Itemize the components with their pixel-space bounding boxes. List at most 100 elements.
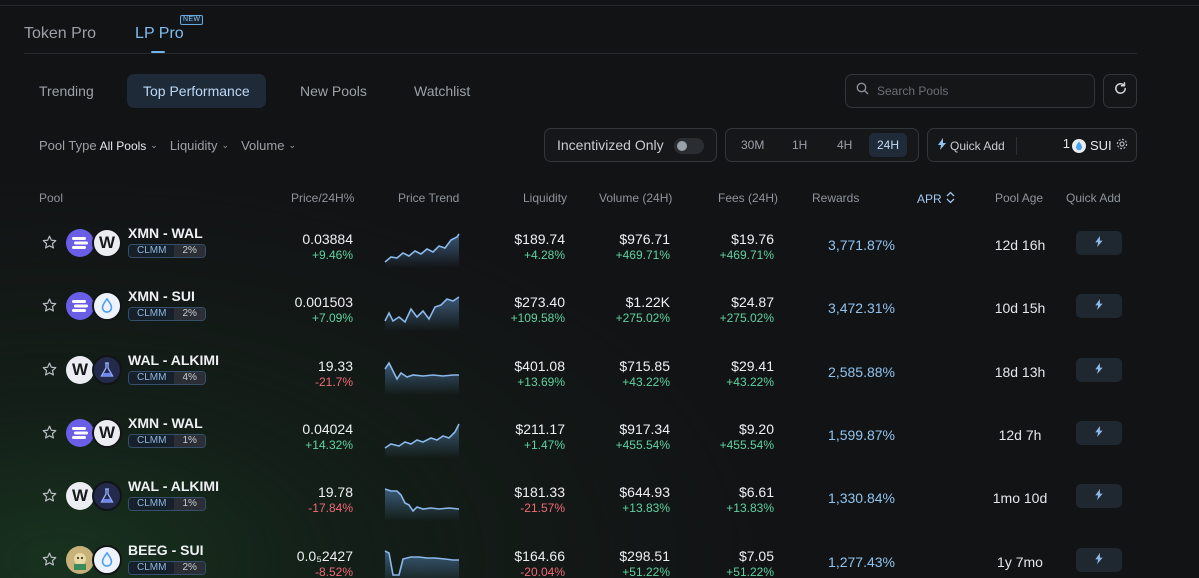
price-trend-sparkline bbox=[384, 488, 460, 521]
lightning-icon bbox=[1095, 234, 1103, 252]
liquidity-cell-change: -21.57% bbox=[520, 501, 565, 515]
fee-tier-badge: 4% bbox=[174, 372, 205, 384]
quick-add-button[interactable] bbox=[1076, 421, 1122, 445]
pool-age: 18d 13h bbox=[994, 364, 1046, 380]
token-symbol: SUI bbox=[1090, 138, 1112, 153]
sparkline-line bbox=[384, 550, 459, 576]
liquidity-cell-change: +4.28% bbox=[523, 248, 565, 262]
refresh-button[interactable] bbox=[1103, 74, 1137, 108]
fees-cell-value: $19.76 bbox=[731, 231, 774, 247]
sparkline-area bbox=[385, 424, 459, 458]
fee-tier-badge: 1% bbox=[174, 498, 205, 510]
quick-add-button[interactable] bbox=[1076, 231, 1122, 255]
star-icon[interactable] bbox=[41, 361, 58, 383]
column-header-price[interactable]: Price/24H% bbox=[291, 191, 355, 205]
table-row[interactable]: W XMN - WAL CLMM 2% 0.03884 +9.46% $189.… bbox=[0, 216, 1140, 279]
star-icon[interactable] bbox=[41, 234, 58, 256]
timeframe-30m[interactable]: 30M bbox=[741, 138, 765, 152]
quick-add-button[interactable] bbox=[1076, 484, 1122, 508]
liquidity-cell-value: $273.40 bbox=[514, 294, 565, 310]
sparkline-area bbox=[385, 363, 459, 395]
tab-token-pro[interactable]: Token Pro bbox=[24, 24, 96, 44]
column-header-apr[interactable]: APR bbox=[917, 191, 955, 207]
pool-token-icons bbox=[66, 545, 122, 575]
volume-cell: $976.71 +469.71% bbox=[616, 231, 670, 262]
star-icon[interactable] bbox=[41, 487, 58, 509]
column-header-volume[interactable]: Volume (24H) bbox=[599, 191, 673, 205]
pool-age: 10d 15h bbox=[994, 300, 1046, 316]
pool-name[interactable]: XMN - SUI bbox=[128, 288, 195, 304]
volume-cell-value: $1.22K bbox=[625, 294, 670, 310]
pool-name[interactable]: WAL - ALKIMI bbox=[128, 352, 219, 368]
search-input[interactable] bbox=[877, 84, 1077, 98]
quick-add-button[interactable] bbox=[1076, 294, 1122, 318]
star-icon[interactable] bbox=[41, 424, 58, 446]
price-trend-sparkline bbox=[384, 233, 460, 268]
quick-add-button[interactable] bbox=[1076, 548, 1122, 572]
incentivized-toggle[interactable] bbox=[674, 138, 704, 154]
fees-cell-change: +51.22% bbox=[726, 565, 774, 578]
chevron-down-icon: ⌄ bbox=[288, 140, 296, 150]
liquidity-cell: $211.17 +1.47% bbox=[515, 421, 565, 452]
tab-trending[interactable]: Trending bbox=[39, 83, 94, 99]
star-icon[interactable] bbox=[41, 551, 58, 573]
column-header-liquidity[interactable]: Liquidity bbox=[523, 191, 568, 205]
pool-type-badge: CLMM bbox=[129, 308, 175, 320]
price-cell-value: 19.78 bbox=[317, 484, 353, 500]
volume-filter[interactable]: Volume ⌄ bbox=[241, 138, 296, 153]
fee-tier-badge: 1% bbox=[174, 435, 205, 447]
sparkline-line bbox=[384, 488, 460, 513]
timeframe-selector: 30M 1H 4H 24H bbox=[725, 128, 919, 162]
column-header-pool-age[interactable]: Pool Age bbox=[995, 191, 1044, 205]
table-row[interactable]: BEEG - SUI CLMM 2% 0.0₅2427 -8.52% $164.… bbox=[0, 533, 1140, 578]
price-cell-change: +14.32% bbox=[305, 438, 353, 452]
pool-name[interactable]: XMN - WAL bbox=[128, 415, 203, 431]
filter-label: Liquidity bbox=[169, 138, 218, 153]
tab-lp-pro[interactable]: LP Pro NEW bbox=[135, 15, 204, 53]
fees-cell-change: +43.22% bbox=[726, 375, 774, 389]
pool-name[interactable]: BEEG - SUI bbox=[128, 542, 204, 558]
pool-name[interactable]: XMN - WAL bbox=[128, 225, 203, 241]
table-row[interactable]: W XMN - WAL CLMM 1% 0.04024 +14.32% $211… bbox=[0, 406, 1140, 469]
column-header-fees[interactable]: Fees (24H) bbox=[718, 191, 779, 205]
table-row[interactable]: XMN - SUI CLMM 2% 0.001503 +7.09% $273.4… bbox=[0, 279, 1140, 342]
table-row[interactable]: W WAL - ALKIMI CLMM 4% 19.33 -21.7% $401… bbox=[0, 343, 1140, 406]
sparkline-line bbox=[384, 361, 459, 381]
quick-add-amount-input[interactable] bbox=[1028, 136, 1070, 151]
quick-add-token[interactable]: SUI bbox=[1072, 138, 1128, 153]
tab-new-pools[interactable]: New Pools bbox=[300, 83, 367, 99]
pool-name[interactable]: WAL - ALKIMI bbox=[128, 478, 219, 494]
divider bbox=[1016, 137, 1017, 155]
filter-bar: Pool Type All Pools ⌄ Liquidity ⌄ Volume… bbox=[39, 138, 296, 153]
liquidity-filter[interactable]: Liquidity ⌄ bbox=[170, 138, 229, 153]
fees-cell-value: $24.87 bbox=[731, 294, 774, 310]
price-cell-value: 19.33 bbox=[317, 358, 353, 374]
quick-add-button[interactable] bbox=[1076, 358, 1122, 382]
pool-token-icons bbox=[66, 291, 122, 321]
tab-watchlist[interactable]: Watchlist bbox=[414, 83, 471, 99]
sui-token-icon bbox=[1072, 138, 1086, 153]
wal-token-icon: W bbox=[92, 418, 122, 448]
toggle-knob bbox=[677, 141, 687, 151]
pool-token-icons: W bbox=[66, 228, 122, 258]
timeframe-4h[interactable]: 4H bbox=[837, 138, 853, 152]
wal-token-icon: W bbox=[92, 228, 122, 258]
tab-top-performance[interactable]: Top Performance bbox=[127, 74, 266, 108]
pool-type-filter[interactable]: Pool Type All Pools ⌄ bbox=[39, 138, 158, 153]
timeframe-1h[interactable]: 1H bbox=[792, 138, 808, 152]
table-row[interactable]: W WAL - ALKIMI CLMM 1% 19.78 -17.84% $18… bbox=[0, 469, 1140, 532]
settings-icon[interactable] bbox=[1116, 138, 1128, 153]
volume-cell-change: +455.54% bbox=[615, 438, 670, 452]
liquidity-cell-value: $164.66 bbox=[514, 548, 565, 564]
liquidity-cell: $401.08 +13.69% bbox=[514, 358, 565, 389]
timeframe-24h[interactable]: 24H bbox=[869, 133, 908, 157]
sui-token-icon bbox=[92, 291, 122, 321]
xmn-token-icon bbox=[66, 229, 94, 257]
lightning-icon bbox=[1095, 424, 1103, 442]
price-cell: 19.78 -17.84% bbox=[308, 484, 353, 515]
pool-token-icons: W bbox=[66, 355, 122, 385]
pool-age: 12d 7h bbox=[998, 427, 1042, 443]
lp-pro-panel: Token Pro LP Pro NEW Trending Top Perfor… bbox=[0, 15, 1140, 578]
star-icon[interactable] bbox=[41, 297, 58, 319]
fees-cell-change: +455.54% bbox=[719, 438, 774, 452]
